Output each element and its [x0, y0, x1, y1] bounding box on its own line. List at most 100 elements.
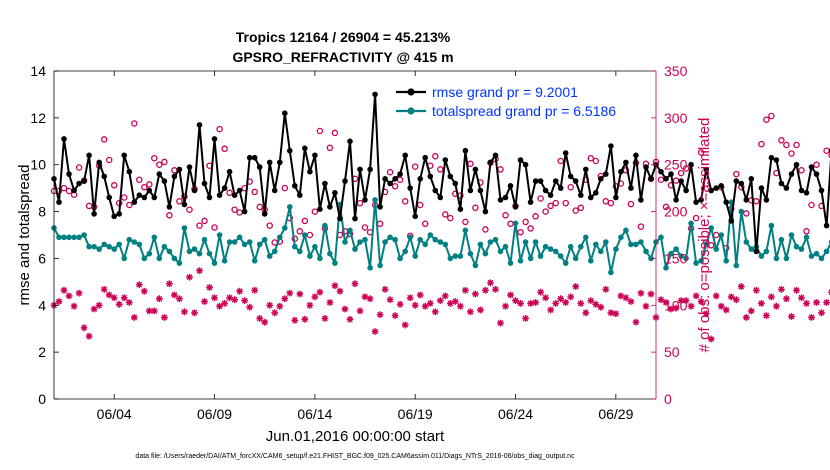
rmse-point — [56, 199, 62, 205]
possible-obs-point — [421, 220, 429, 228]
totalspread-point — [818, 255, 825, 262]
rmse-point — [347, 138, 353, 145]
rmse-point — [317, 206, 323, 212]
rmse-series — [51, 91, 830, 255]
assimilated-obs-point — [592, 300, 600, 308]
rmse-point — [718, 183, 724, 189]
totalspread-point — [372, 197, 378, 203]
totalspread-point — [256, 241, 263, 248]
rmse-point — [246, 154, 253, 161]
totalspread-point — [186, 248, 193, 255]
assimilated-obs-point — [783, 295, 790, 303]
totalspread-point — [307, 253, 313, 259]
totalspread-point — [181, 225, 188, 231]
totalspread-point — [236, 234, 243, 241]
possible-obs-point — [587, 154, 595, 162]
totalspread-point — [287, 204, 293, 210]
rmse-point — [572, 178, 579, 184]
x-tick-label: 06/09 — [197, 406, 232, 422]
rmse-point — [146, 187, 153, 194]
totalspread-point — [713, 246, 719, 252]
rmse-point — [261, 211, 268, 217]
assimilated-obs-point — [311, 293, 319, 301]
rmse-point — [121, 152, 127, 159]
rmse-point — [633, 152, 639, 159]
totalspread-point — [813, 250, 820, 257]
totalspread-point — [412, 253, 419, 259]
rmse-point — [758, 185, 765, 191]
possible-obs-point — [196, 222, 203, 229]
totalspread-point — [71, 234, 77, 241]
possible-obs-point — [331, 129, 339, 137]
rmse-point — [256, 164, 263, 170]
possible-obs-point — [798, 167, 805, 174]
rmse-point — [567, 173, 574, 180]
plot-area — [54, 71, 656, 399]
rmse-point — [191, 187, 198, 194]
assimilated-obs-point — [436, 297, 444, 304]
totalspread-point — [477, 241, 484, 248]
y-tick-label: 2 — [38, 344, 46, 360]
possible-obs-point — [637, 223, 645, 230]
rmse-point — [116, 211, 122, 217]
assimilated-obs-point — [171, 291, 178, 299]
rmse-point — [803, 190, 810, 196]
rmse-point — [282, 110, 288, 116]
assimilated-obs-point — [798, 294, 805, 302]
assimilated-obs-point — [697, 298, 705, 305]
totalspread-point — [623, 227, 629, 234]
possible-obs-point — [391, 183, 399, 190]
x-tick-label: 06/24 — [498, 406, 533, 422]
possible-obs-point — [401, 198, 409, 205]
totalspread-point — [302, 232, 308, 238]
assimilated-obs-point — [492, 286, 499, 293]
assimilated-obs-point — [692, 292, 700, 300]
possible-obs-point — [592, 157, 600, 165]
rmse-point — [663, 176, 669, 182]
assimilated-obs-point — [451, 298, 459, 305]
assimilated-obs-point — [316, 288, 324, 296]
rmse-point — [522, 161, 529, 168]
rmse-point — [628, 185, 634, 191]
rmse-point — [623, 159, 629, 166]
possible-obs-point — [532, 213, 539, 220]
rmse-point — [266, 159, 273, 166]
data-file-footnote: data file: /Users/raeder/DAI/ATM_forcXX/… — [135, 453, 575, 460]
assimilated-obs-point — [727, 293, 735, 301]
assimilated-obs-point — [70, 302, 78, 310]
totalspread-point — [583, 234, 589, 241]
totalspread-point — [803, 234, 810, 241]
rmse-point — [332, 190, 338, 196]
totalspread-point — [788, 232, 795, 238]
rmse-point — [608, 143, 614, 149]
assimilated-obs-point — [85, 332, 93, 340]
rmse-point — [703, 166, 709, 173]
possible-obs-point — [226, 189, 233, 197]
assimilated-obs-point — [186, 273, 193, 281]
assimilated-obs-point — [472, 290, 479, 298]
assimilated-obs-point — [105, 291, 113, 299]
totalspread-point — [211, 260, 218, 266]
totalspread-point — [628, 241, 634, 248]
assimilated-obs-point — [622, 294, 630, 302]
totalspread-point — [552, 248, 559, 255]
assimilated-obs-point — [391, 312, 399, 319]
totalspread-point — [221, 258, 228, 264]
possible-obs-point — [186, 206, 193, 213]
assimilated-obs-point — [150, 307, 158, 315]
possible-obs-point — [522, 218, 529, 226]
y-tick-label: 4 — [38, 297, 46, 313]
assimilated-obs-point — [416, 291, 424, 299]
chart-subtitle: GPSRO_REFRACTIVITY @ 415 m — [232, 49, 453, 65]
totalspread-point — [422, 241, 429, 248]
totalspread-point — [763, 248, 770, 255]
totalspread-point — [542, 243, 549, 250]
totalspread-point — [277, 234, 283, 241]
assimilated-obs-point — [522, 315, 529, 322]
possible-obs-point — [482, 226, 489, 233]
totalspread-point — [783, 255, 790, 262]
rmse-point — [312, 152, 318, 159]
totalspread-point — [743, 239, 750, 245]
totalspread-point — [216, 232, 223, 238]
totalspread-point — [226, 239, 233, 245]
